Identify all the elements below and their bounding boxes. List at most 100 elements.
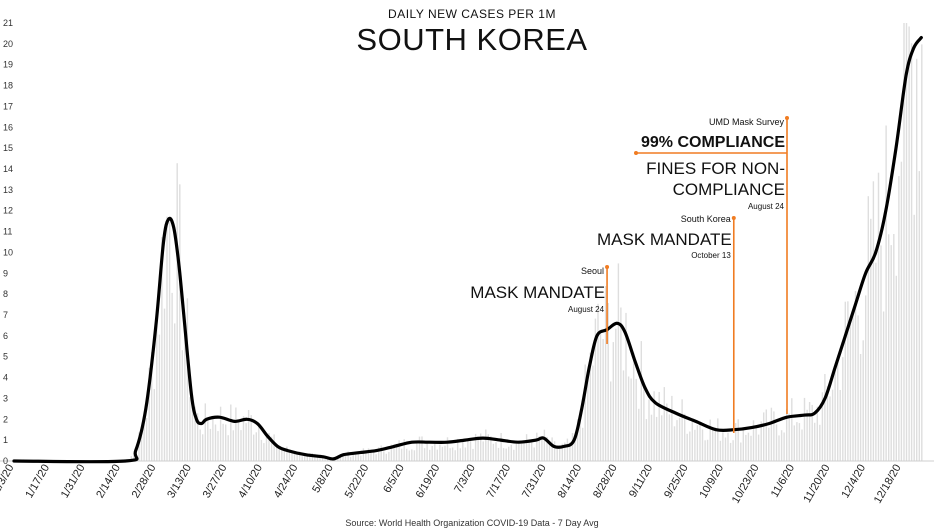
daily-bar bbox=[278, 447, 280, 461]
daily-bar bbox=[859, 354, 862, 461]
daily-bar bbox=[451, 447, 454, 461]
daily-bar bbox=[497, 447, 500, 461]
daily-bar bbox=[349, 457, 352, 461]
daily-bar bbox=[250, 415, 252, 461]
y-tick-label: 0 bbox=[3, 456, 8, 466]
daily-bar bbox=[469, 441, 472, 461]
daily-bar bbox=[459, 448, 461, 461]
daily-bar bbox=[265, 436, 268, 461]
daily-bar bbox=[388, 451, 390, 461]
daily-bar bbox=[831, 389, 834, 461]
daily-bar bbox=[385, 453, 387, 461]
daily-bar bbox=[403, 439, 405, 461]
daily-bar bbox=[217, 431, 219, 461]
daily-bar bbox=[615, 328, 617, 461]
daily-bar bbox=[370, 450, 372, 461]
daily-bar bbox=[194, 406, 196, 461]
daily-bar bbox=[798, 423, 801, 461]
daily-bar bbox=[732, 440, 734, 461]
x-tick-label: 6/5/20 bbox=[381, 463, 407, 495]
daily-bar bbox=[429, 449, 431, 461]
daily-bar bbox=[196, 413, 199, 461]
daily-bar bbox=[834, 364, 836, 461]
daily-bar bbox=[416, 441, 418, 461]
daily-bar bbox=[803, 397, 806, 461]
daily-bar bbox=[882, 311, 885, 461]
daily-bar bbox=[620, 307, 622, 461]
x-tick-label: 4/10/20 bbox=[236, 463, 265, 501]
daily-bar bbox=[533, 447, 535, 461]
daily-bar bbox=[821, 392, 824, 461]
daily-bar bbox=[258, 426, 260, 461]
daily-bar bbox=[327, 459, 329, 461]
daily-bar bbox=[870, 218, 872, 461]
daily-bar bbox=[472, 448, 474, 461]
daily-bar bbox=[347, 451, 349, 461]
daily-bar bbox=[174, 323, 176, 461]
daily-bar bbox=[763, 412, 765, 461]
annotation-marker-tip bbox=[605, 265, 610, 269]
daily-bar bbox=[474, 433, 477, 461]
daily-bar bbox=[643, 382, 645, 461]
daily-bar bbox=[505, 448, 507, 461]
daily-bar bbox=[760, 421, 762, 461]
daily-bar bbox=[877, 172, 880, 461]
daily-bar bbox=[913, 214, 915, 461]
daily-bar bbox=[768, 427, 770, 461]
daily-bar bbox=[538, 436, 540, 461]
daily-bar bbox=[597, 303, 599, 461]
daily-bar bbox=[510, 444, 512, 461]
daily-bar bbox=[179, 184, 181, 462]
daily-bar bbox=[658, 392, 660, 461]
daily-bar bbox=[816, 406, 818, 461]
chart-source: Source: World Health Organization COVID-… bbox=[345, 518, 599, 528]
daily-bar bbox=[378, 447, 380, 461]
annotation-date: August 24 bbox=[568, 305, 605, 314]
x-tick-label: 3/13/20 bbox=[165, 463, 194, 501]
daily-bar bbox=[561, 443, 563, 461]
daily-bar bbox=[293, 453, 296, 461]
annotation-date: August 24 bbox=[748, 202, 785, 211]
daily-bar bbox=[729, 442, 732, 461]
daily-bar bbox=[207, 421, 209, 461]
daily-bar bbox=[826, 386, 829, 461]
x-tick-label: 12/4/20 bbox=[839, 463, 868, 501]
daily-bar bbox=[717, 418, 719, 461]
daily-bar bbox=[365, 452, 367, 461]
daily-bar bbox=[604, 286, 607, 461]
daily-bar bbox=[594, 318, 597, 461]
daily-bar bbox=[222, 423, 224, 461]
daily-bar bbox=[699, 422, 701, 461]
daily-bar bbox=[235, 407, 237, 461]
daily-bar bbox=[587, 375, 589, 461]
daily-bar bbox=[704, 440, 706, 461]
daily-bar bbox=[477, 439, 479, 461]
daily-bar bbox=[589, 352, 591, 461]
annotation-heading: MASK MANDATE bbox=[470, 283, 605, 302]
daily-bar bbox=[268, 433, 270, 461]
y-tick-label: 6 bbox=[3, 331, 8, 341]
daily-bar bbox=[528, 440, 530, 461]
annotation-label: UMD Mask Survey bbox=[709, 117, 785, 127]
daily-bar bbox=[847, 301, 849, 461]
daily-bar bbox=[814, 422, 816, 461]
x-tick-label: 1/31/20 bbox=[59, 463, 88, 501]
daily-bar bbox=[829, 396, 831, 461]
daily-bar bbox=[872, 181, 875, 462]
daily-bar bbox=[321, 456, 324, 461]
daily-bar bbox=[143, 422, 145, 461]
daily-bar bbox=[566, 438, 569, 461]
daily-bar bbox=[500, 433, 502, 461]
daily-bar bbox=[908, 26, 910, 461]
daily-bar bbox=[819, 424, 821, 461]
chart-subtitle: DAILY NEW CASES PER 1M bbox=[388, 7, 556, 21]
daily-bar bbox=[796, 422, 798, 461]
daily-bar bbox=[181, 350, 183, 461]
daily-bar bbox=[400, 448, 403, 461]
daily-bar bbox=[309, 453, 311, 461]
daily-bar bbox=[640, 341, 642, 461]
daily-bar bbox=[255, 432, 257, 461]
daily-bar bbox=[622, 370, 625, 461]
daily-bar bbox=[372, 451, 375, 461]
daily-bar bbox=[617, 263, 620, 461]
